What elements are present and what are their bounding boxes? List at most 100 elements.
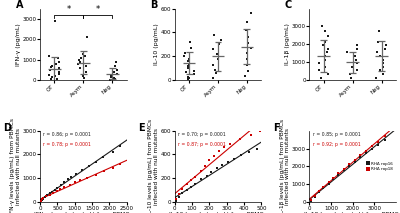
Point: [216, 149, 222, 153]
Point: [330, 178, 336, 181]
Point: [55, 56, 61, 59]
Point: [369, 147, 375, 151]
Point: [48, 65, 54, 69]
Point: [191, 73, 198, 76]
Point: [316, 191, 322, 194]
Point: [380, 72, 386, 76]
Point: [38, 199, 44, 203]
Point: [210, 154, 217, 157]
Point: [354, 69, 360, 72]
Point: [322, 54, 328, 58]
Point: [107, 76, 114, 79]
Point: [210, 63, 216, 66]
Point: [44, 193, 50, 197]
Point: [357, 156, 363, 159]
Point: [77, 178, 83, 182]
Point: [245, 42, 251, 45]
Point: [243, 28, 250, 32]
Point: [322, 65, 328, 69]
Text: F: F: [273, 123, 279, 133]
Point: [218, 38, 224, 41]
Point: [46, 73, 53, 77]
Point: [192, 182, 199, 186]
Point: [311, 194, 318, 198]
Point: [188, 46, 195, 50]
Point: [246, 150, 252, 154]
Point: [213, 71, 219, 75]
Point: [352, 158, 358, 161]
Point: [54, 189, 60, 193]
Legend: RHΔ rop16, RHΔ rop18: RHΔ rop16, RHΔ rop18: [366, 161, 394, 172]
Point: [58, 183, 64, 187]
Point: [78, 168, 85, 172]
Point: [326, 181, 332, 184]
Point: [185, 77, 191, 81]
Text: *: *: [67, 5, 71, 14]
Text: r = 0.86; p = 0.0001: r = 0.86; p = 0.0001: [44, 132, 91, 137]
Point: [75, 62, 82, 66]
Point: [54, 77, 60, 80]
Text: r = 0.92; p = 0.0001: r = 0.92; p = 0.0001: [313, 142, 360, 147]
Point: [46, 68, 53, 72]
Point: [192, 175, 199, 178]
Point: [176, 195, 182, 199]
Point: [182, 51, 188, 55]
Point: [341, 167, 347, 170]
Point: [179, 187, 186, 191]
Point: [83, 64, 89, 68]
Point: [186, 62, 192, 65]
Point: [227, 142, 233, 145]
Y-axis label: IL-10 levels (pg/mL) from PBMCs
infected with null mutants: IL-10 levels (pg/mL) from PBMCs infected…: [148, 118, 159, 213]
Point: [76, 58, 83, 62]
Point: [245, 69, 252, 72]
Point: [383, 44, 389, 47]
Point: [238, 153, 245, 157]
Point: [354, 47, 360, 51]
Point: [40, 196, 47, 200]
Point: [82, 54, 88, 57]
Text: r = 0.87; p = 0.0001: r = 0.87; p = 0.0001: [178, 142, 226, 147]
Point: [318, 76, 324, 79]
Point: [369, 145, 375, 148]
Point: [316, 62, 322, 65]
Point: [185, 64, 192, 68]
Point: [46, 54, 52, 57]
Point: [374, 51, 380, 54]
Text: E: E: [138, 123, 145, 133]
Point: [92, 160, 99, 163]
Point: [110, 166, 116, 169]
Y-axis label: IL-10 (pg/mL): IL-10 (pg/mL): [154, 24, 159, 65]
Y-axis label: IFN-γ levels (pg/mL) from PBMCs
infected with null mutants: IFN-γ levels (pg/mL) from PBMCs infected…: [10, 118, 21, 213]
Point: [77, 66, 83, 70]
Point: [114, 72, 120, 76]
Point: [348, 76, 354, 79]
Point: [210, 47, 216, 51]
Point: [248, 133, 254, 137]
Point: [244, 63, 250, 66]
Point: [108, 75, 114, 78]
Text: C: C: [285, 0, 292, 10]
Point: [362, 149, 369, 153]
Point: [101, 170, 108, 173]
Point: [61, 186, 68, 189]
Point: [214, 52, 220, 56]
Point: [248, 46, 254, 50]
Point: [51, 188, 58, 191]
X-axis label: IL-10 Levels (pg/mL) from PBMCs
infected with RH strain: IL-10 Levels (pg/mL) from PBMCs infected…: [169, 212, 267, 213]
Point: [208, 170, 214, 174]
Point: [54, 186, 60, 189]
Point: [206, 159, 212, 162]
Point: [176, 192, 182, 196]
Point: [191, 69, 197, 72]
Point: [318, 25, 325, 28]
Point: [202, 164, 208, 168]
Point: [80, 75, 86, 78]
Point: [38, 199, 45, 202]
Point: [49, 76, 55, 79]
Point: [186, 57, 192, 60]
Text: D: D: [4, 123, 12, 133]
Point: [185, 67, 192, 70]
Point: [354, 44, 360, 47]
Point: [347, 72, 354, 76]
Point: [373, 76, 380, 79]
